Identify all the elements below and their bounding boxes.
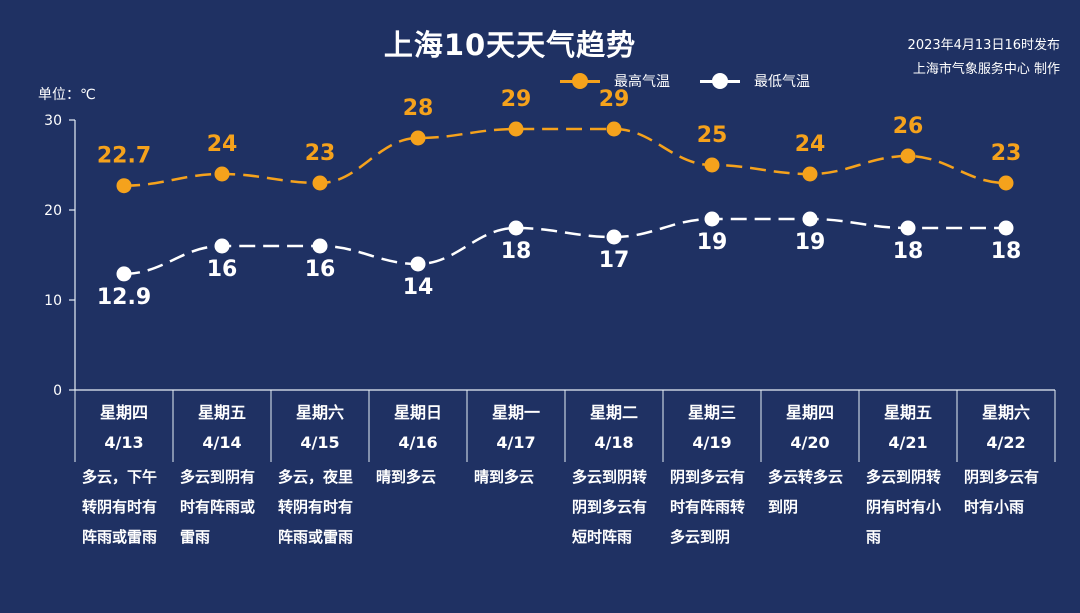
weekday-label: 星期五 (197, 403, 246, 422)
day-header: 星期四 4/13 (75, 392, 173, 462)
weekday-label: 星期四 (99, 403, 148, 422)
date-label: 4/20 (790, 433, 830, 452)
data-label-high: 28 (403, 96, 434, 121)
data-label-low: 19 (795, 230, 826, 255)
point-low (508, 220, 524, 236)
legend: 最高气温 最低气温 (560, 70, 840, 92)
chart-title: 上海10天天气趋势 (383, 28, 637, 62)
point-high (214, 166, 230, 182)
weather-description: 阴到多云有时有小雨 (964, 468, 1040, 516)
data-label-low: 16 (305, 257, 336, 282)
date-label: 4/17 (496, 433, 536, 452)
data-label-low: 17 (599, 248, 630, 273)
data-label-low: 19 (697, 230, 728, 255)
point-high (312, 175, 328, 191)
legend-item-high: 最高气温 (560, 71, 670, 91)
date-label: 4/15 (300, 433, 340, 452)
weekday-label: 星期六 (981, 403, 1030, 422)
weather-description: 晴到多云 (376, 468, 437, 486)
data-label-high: 29 (501, 87, 532, 112)
weekday-label: 星期日 (393, 403, 442, 422)
legend-high-marker (560, 71, 600, 91)
day-header: 星期三 4/19 (663, 392, 761, 462)
day-header: 星期二 4/18 (565, 392, 663, 462)
publisher: 上海市气象服务中心 制作 (912, 62, 1060, 77)
point-high (998, 175, 1014, 191)
point-low (802, 211, 818, 227)
data-label-high: 29 (599, 87, 630, 112)
series-line-high (123, 127, 1007, 187)
day-header: 星期四 4/20 (761, 392, 859, 462)
date-label: 4/13 (104, 433, 144, 452)
point-high (116, 178, 132, 194)
data-label-high: 26 (893, 114, 924, 139)
legend-low-marker (700, 71, 740, 91)
publish-info: 2023年4月13日16时发布 上海市气象服务中心 制作 (908, 34, 1060, 82)
data-label-low: 14 (403, 275, 434, 300)
weather-description: 晴到多云 (474, 468, 535, 486)
series-line-low (123, 217, 1006, 276)
data-label-high: 25 (697, 123, 728, 148)
data-label-low: 18 (893, 239, 924, 264)
data-label-high: 23 (991, 141, 1022, 166)
publish-time: 2023年4月13日16时发布 (907, 38, 1060, 53)
weather-description: 多云到阴转阴到多云有短时阵雨 (572, 468, 648, 546)
weekday-label: 星期六 (295, 403, 344, 422)
data-label-low: 18 (501, 239, 532, 264)
weekday-label: 星期一 (491, 403, 540, 422)
weekday-label: 星期二 (589, 403, 638, 422)
data-label-high: 24 (795, 132, 826, 157)
date-label: 4/22 (986, 433, 1026, 452)
point-low (410, 256, 426, 272)
point-high (508, 121, 524, 137)
weather-description: 阴到多云有时有阵雨转多云到阴 (670, 468, 746, 546)
data-label-low: 18 (991, 239, 1022, 264)
date-label: 4/14 (202, 433, 242, 452)
legend-item-low: 最低气温 (700, 71, 810, 91)
date-label: 4/19 (692, 433, 732, 452)
point-low (312, 238, 328, 254)
weather-description: 多云到阴有时有阵雨或雷雨 (180, 468, 256, 546)
data-label-high: 22.7 (97, 144, 151, 169)
day-header: 星期日 4/16 (369, 392, 467, 462)
point-high (704, 157, 720, 173)
weather-description: 多云，夜里转阴有时有阵雨或雷雨 (278, 468, 354, 546)
y-tick-label: 20 (44, 203, 62, 219)
weather-description: 多云到阴转阴有时有小雨 (866, 468, 942, 546)
weather-description: 多云，下午转阴有时有阵雨或雷雨 (82, 468, 158, 546)
point-low (214, 238, 230, 254)
day-header: 星期五 4/14 (173, 392, 271, 462)
point-low (998, 220, 1014, 236)
date-label: 4/18 (594, 433, 634, 452)
weekday-label: 星期三 (687, 403, 736, 422)
point-low (900, 220, 916, 236)
point-high (606, 121, 622, 137)
weekday-label: 星期五 (883, 403, 932, 422)
legend-high-label: 最高气温 (614, 74, 670, 90)
y-tick-label: 0 (53, 383, 62, 399)
point-low (606, 229, 622, 245)
data-label-low: 12.9 (97, 285, 151, 310)
point-high (802, 166, 818, 182)
legend-low-label: 最低气温 (754, 74, 810, 90)
y-tick-label: 30 (44, 113, 62, 129)
y-tick-label: 10 (44, 293, 62, 309)
date-label: 4/16 (398, 433, 438, 452)
date-label: 4/21 (888, 433, 928, 452)
data-label-high: 23 (305, 141, 336, 166)
weather-description: 多云转多云到阴 (768, 468, 844, 516)
day-header: 星期一 4/17 (467, 392, 565, 462)
point-high (900, 148, 916, 164)
day-header: 星期六 4/15 (271, 392, 369, 462)
data-label-low: 16 (207, 257, 238, 282)
data-label-high: 24 (207, 132, 238, 157)
point-low (116, 266, 132, 282)
point-high (410, 130, 426, 146)
day-header: 星期五 4/21 (859, 392, 957, 462)
weekday-label: 星期四 (785, 403, 834, 422)
point-low (704, 211, 720, 227)
day-header: 星期六 4/22 (957, 392, 1055, 462)
unit-label: 单位：℃ (38, 87, 96, 103)
